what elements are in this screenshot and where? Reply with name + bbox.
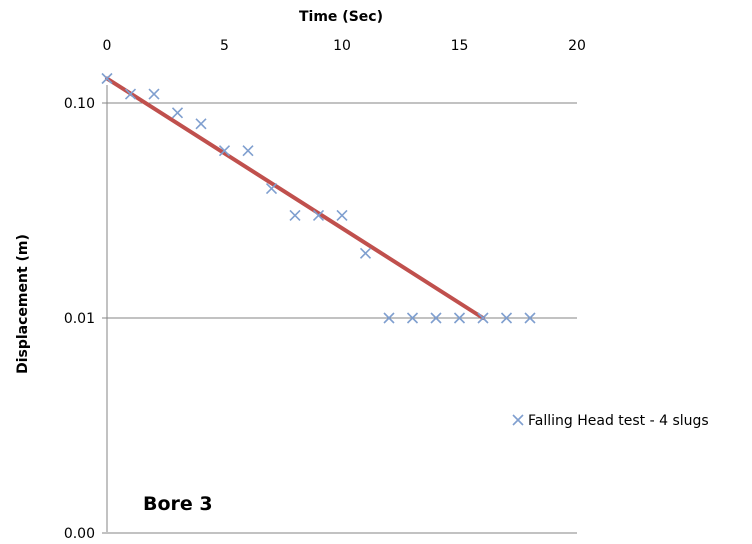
data-point [195,118,207,130]
data-point [312,209,325,221]
trendline [105,76,485,320]
y-tick-label: 0.00 [64,526,95,542]
data-point [124,88,137,100]
chart-annotation: Bore 3 [143,493,213,515]
data-point [242,145,254,157]
legend-label: Falling Head test - 4 slugs [528,413,709,429]
x-tick-label: 0 [103,38,112,54]
data-point [359,247,372,259]
legend: Falling Head test - 4 slugs [512,413,709,429]
data-point [524,312,536,324]
x-tick-label: 15 [451,38,469,54]
data-point [101,72,113,85]
legend-x-marker [512,414,524,426]
data-point [500,312,513,324]
data-point [430,312,442,324]
x-tick-label: 10 [333,38,351,54]
grid-lines [102,102,577,534]
x-axis: 0 5 10 15 20 [103,38,586,54]
data-point [148,88,160,100]
legend-marker-icon [512,414,524,426]
data-point [336,209,348,221]
data-points [101,72,536,324]
y-axis-title: Displacement (m) [15,234,31,374]
data-point [406,312,419,324]
data-point [289,209,301,221]
data-point [265,182,278,195]
y-axis: 0.10 0.01 0.00 [64,96,95,542]
y-tick-label: 0.01 [64,311,95,327]
trendline-line [105,76,485,320]
x-tick-label: 20 [568,38,586,54]
data-point [453,312,466,324]
data-point [383,312,395,324]
data-point [218,145,231,157]
x-axis-title: Time (Sec) [299,9,383,25]
data-point [171,107,184,119]
x-tick-label: 5 [220,38,229,54]
data-point [477,312,489,324]
y-tick-label: 0.10 [64,96,95,112]
